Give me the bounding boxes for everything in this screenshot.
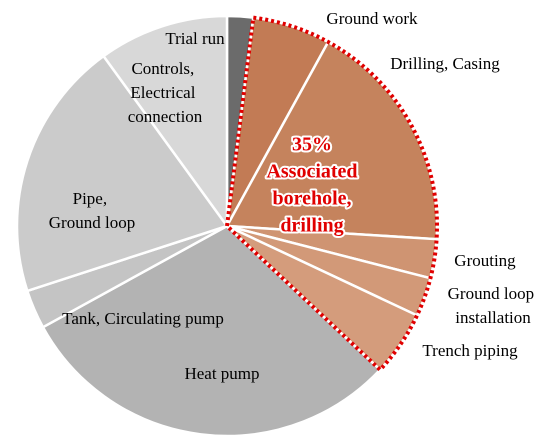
slice-label: Controls, Electrical connection [128, 59, 203, 126]
slice-label: Pipe, Ground loop [49, 189, 135, 232]
slice-label: Drilling, Casing [390, 54, 500, 73]
highlight-outline [224, 15, 439, 373]
pie-slice [15, 54, 230, 293]
annotation: Associated [266, 161, 357, 183]
pie-slice [101, 14, 229, 230]
annotation: 35% [292, 134, 332, 156]
slice-label: Trench piping [422, 341, 518, 360]
annotation: borehole, [272, 188, 351, 210]
slice-label: Ground work [326, 9, 418, 28]
pie-slice [41, 224, 382, 438]
slice-label: Tank, Circulating pump [62, 309, 224, 328]
slice-label: Ground loop installation [448, 284, 539, 327]
annotation: drilling [280, 215, 343, 237]
slice-label: Heat pump [184, 364, 259, 383]
slice-label: Trial run [165, 29, 225, 48]
slice-label: Grouting [454, 251, 516, 270]
